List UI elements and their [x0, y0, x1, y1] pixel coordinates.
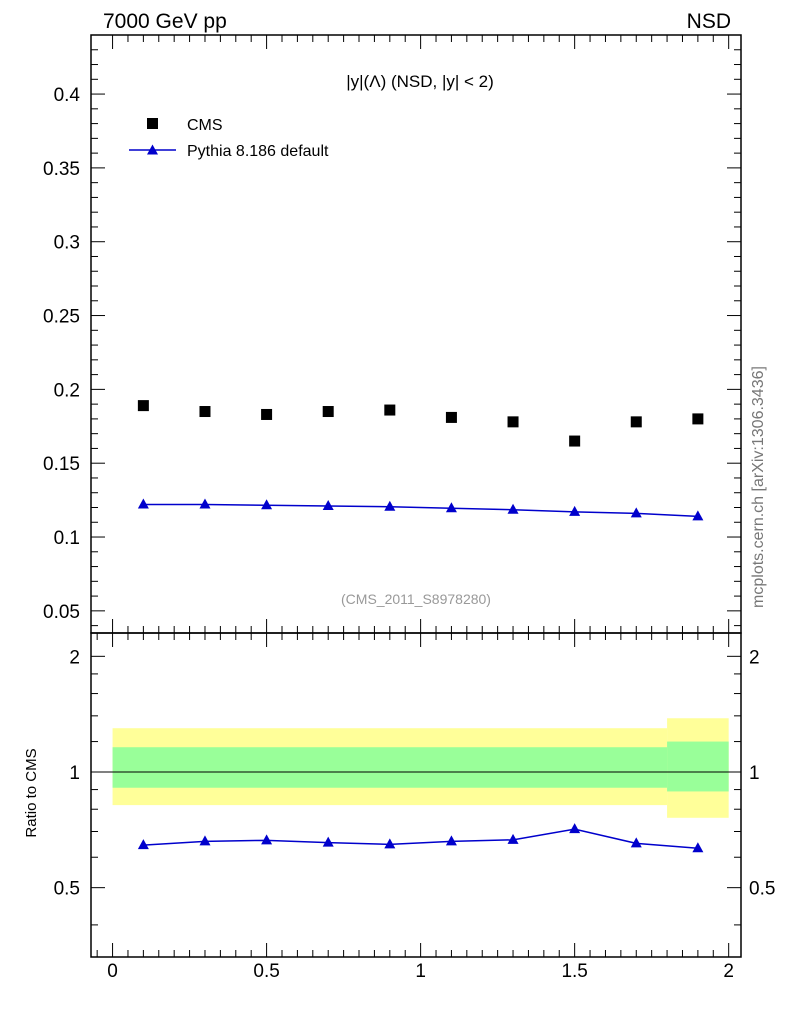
ratio-pythia-point [569, 823, 581, 834]
ratio-y-tick-label-left: 2 [69, 647, 80, 668]
legend-cms-label: CMS [187, 117, 223, 134]
ratio-pythia-point [630, 837, 642, 848]
ratio-pythia-point [445, 835, 457, 846]
uncertainty-band-inner [112, 747, 668, 788]
cms-point [445, 411, 457, 423]
y-tick-label: 0.15 [43, 454, 80, 475]
x-tick-label: 0.5 [253, 961, 279, 982]
y-tick-label: 0.2 [54, 380, 80, 401]
x-tick-label: 2 [723, 961, 734, 982]
legend-pythia-label: Pythia 8.186 default [187, 143, 329, 160]
cms-point [137, 400, 149, 412]
cms-point [199, 406, 211, 418]
ratio-y-tick-label-right: 1 [749, 763, 760, 784]
header-right: NSD [687, 10, 731, 33]
pythia-line [143, 503, 698, 518]
y-tick-label: 0.35 [43, 159, 80, 180]
pythia-point [569, 505, 581, 516]
pythia-point [137, 498, 149, 509]
legend-pythia-marker [147, 144, 158, 155]
main-title: |y|(Λ) (NSD, |y| < 2) [346, 72, 494, 91]
pythia-point [384, 500, 396, 511]
pythia-point [507, 503, 519, 514]
header-left: 7000 GeV pp [103, 10, 227, 33]
side-label: mcplots.cern.ch [arXiv:1306.3436] [750, 366, 767, 608]
y-tick-label: 0.1 [54, 528, 80, 549]
ratio-panel: 0.5 0.5 1 1 2 2 0 0.5 1 1.5 2 [54, 632, 775, 982]
ratio-pythia-point [137, 839, 149, 850]
pythia-point [261, 499, 273, 510]
pythia-point [322, 500, 334, 511]
ratio-y-tick-label-right: 2 [749, 647, 760, 668]
ratio-plot-frame [90, 632, 742, 958]
y-tick-label: 0.05 [43, 602, 80, 623]
cms-point [569, 435, 581, 447]
ratio-pythia-line [143, 828, 698, 850]
legend: CMS Pythia 8.186 default [129, 117, 329, 160]
cms-point [692, 413, 704, 425]
x-tick-label: 1.5 [561, 961, 587, 982]
ratio-y-tick-label-right: 0.5 [749, 879, 775, 900]
y-tick-label: 0.25 [43, 307, 80, 328]
x-tick-label: 1 [415, 961, 426, 982]
pythia-point [630, 507, 642, 518]
ratio-pythia-point [384, 838, 396, 849]
cms-point [322, 406, 334, 418]
uncertainty-band-inner [667, 741, 729, 792]
ratio-pythia-point [507, 833, 519, 844]
cms-point [507, 416, 519, 428]
ratio-pythia-point [322, 836, 334, 847]
y-tick-label: 0.4 [54, 85, 81, 106]
x-tick-label: 0 [107, 961, 118, 982]
ratio-pythia-point [199, 835, 211, 846]
ratio-y-tick-label-left: 1 [69, 763, 80, 784]
cms-point [384, 404, 396, 416]
cms-point [630, 416, 642, 428]
ratio-y-axis-label: Ratio to CMS [23, 748, 40, 837]
pythia-point [692, 510, 704, 521]
top-panel: 0.05 0.1 0.15 0.2 0.25 0.3 0.35 0.4 [43, 34, 742, 634]
legend-cms-marker [147, 118, 158, 129]
pythia-point [445, 502, 457, 513]
ratio-pythia-point [692, 842, 704, 853]
y-tick-label: 0.3 [54, 233, 80, 254]
ratio-pythia-point [261, 834, 273, 845]
watermark-label: (CMS_2011_S8978280) [341, 591, 491, 607]
pythia-point [199, 498, 211, 509]
cms-point [261, 408, 273, 420]
ratio-y-tick-label-left: 0.5 [54, 879, 80, 900]
